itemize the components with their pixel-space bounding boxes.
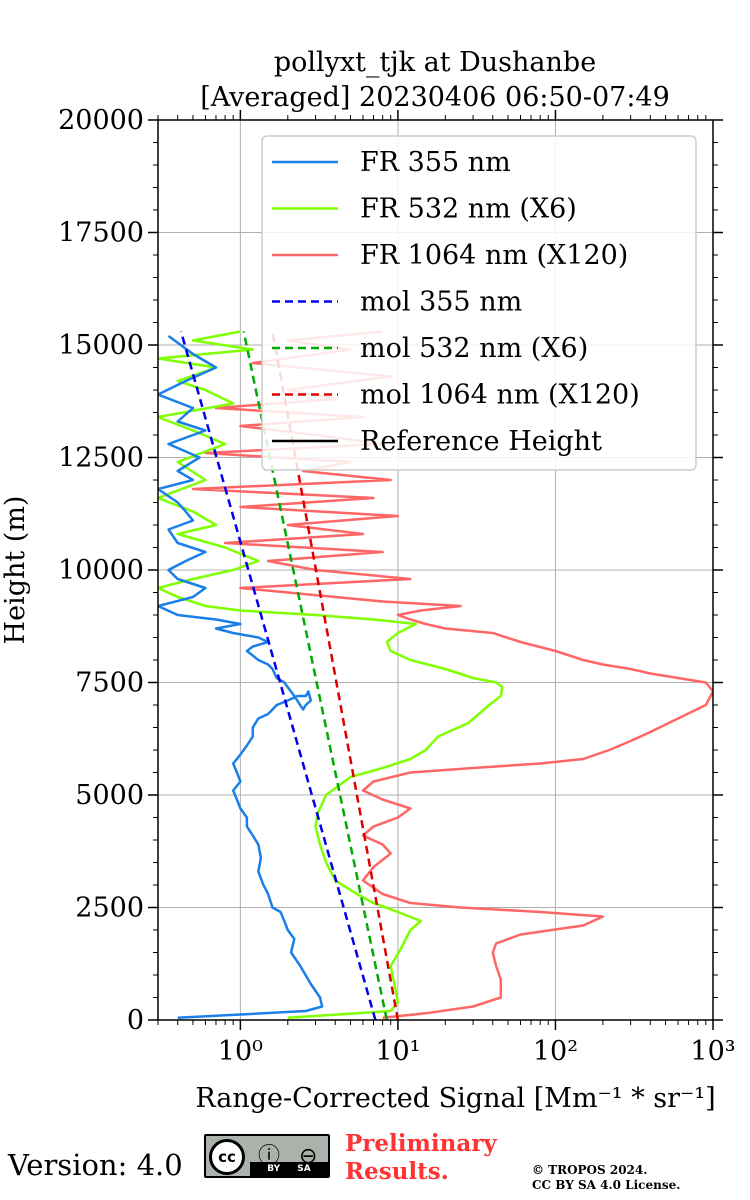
x-tick-label: 10¹ [375, 1036, 420, 1067]
legend-label: mol 355 nm [360, 287, 522, 318]
x-tick-label: 10² [533, 1036, 578, 1067]
x-axis-label: Range-Corrected Signal [Mm⁻¹ * sr⁻¹] [195, 1083, 715, 1114]
y-tick-label: 0 [127, 1005, 144, 1036]
version-label: Version: 4.0 [8, 1148, 183, 1182]
cc-license-badge: cc ⓘ ⊖ BY SA [204, 1134, 330, 1178]
x-tick-label: 10³ [690, 1036, 735, 1067]
series-line-fr-355-nm [158, 334, 324, 1020]
copyright-line-1: © TROPOS 2024. [532, 1163, 648, 1177]
legend-label: FR 1064 nm (X120) [360, 240, 628, 271]
series-line-mol-355-nm [179, 331, 377, 1020]
y-tick-label: 20000 [58, 105, 144, 136]
y-tick-label: 15000 [58, 330, 144, 361]
chart-title: pollyxt_tjk at Dushanbe [274, 47, 596, 78]
cc-strip-label: BY SA [250, 1162, 328, 1176]
legend-label: FR 355 nm [360, 147, 511, 178]
preliminary-results-note: Preliminary Results. [345, 1130, 497, 1186]
copyright-line-2: CC BY SA 4.0 License. [532, 1178, 681, 1192]
legend: FR 355 nm FR 532 nm (X6) FR 1064 nm (X120)… [261, 135, 697, 471]
legend-box [261, 135, 697, 471]
cc-icon: cc [209, 1139, 245, 1175]
y-tick-label: 5000 [75, 780, 144, 811]
legend-label: Reference Height [360, 426, 602, 457]
x-tick-label: 10⁰ [218, 1036, 263, 1067]
legend-label: FR 532 nm (X6) [360, 194, 577, 225]
chart-subtitle: [Averaged] 20230406 06:50-07:49 [200, 82, 670, 113]
y-tick-label: 17500 [58, 218, 144, 249]
preliminary-line-1: Preliminary [345, 1130, 497, 1157]
y-tick-label: 7500 [75, 668, 144, 699]
y-tick-label: 10000 [58, 555, 144, 586]
lidar-profile-chart: 0 2500 5000 7500 10000 12500 15000 17500 20000 10… [0, 47, 736, 1114]
y-tick-label: 2500 [75, 893, 144, 924]
legend-label: mol 532 nm (X6) [360, 333, 588, 364]
legend-label: mol 1064 nm (X120) [360, 380, 640, 411]
y-tick-label: 12500 [58, 443, 144, 474]
series-line-fr-532-nm-x6 [158, 330, 504, 1020]
copyright-note: © TROPOS 2024. CC BY SA 4.0 License. [532, 1163, 680, 1193]
y-axis-label: Height (m) [0, 496, 31, 645]
preliminary-line-2: Results. [345, 1158, 449, 1185]
